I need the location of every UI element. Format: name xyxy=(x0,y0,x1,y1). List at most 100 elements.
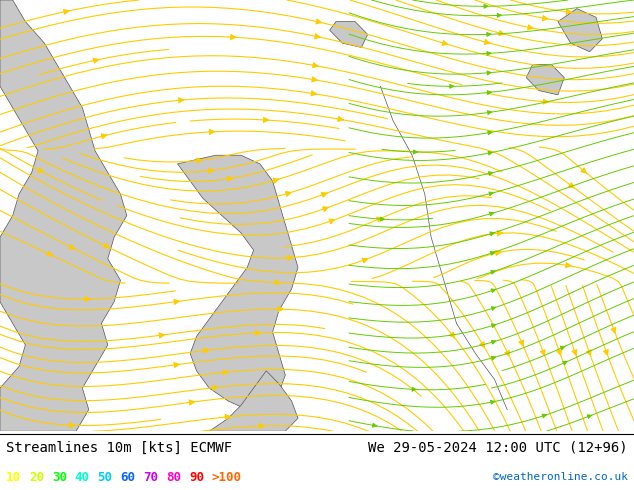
FancyArrowPatch shape xyxy=(159,333,164,338)
FancyArrowPatch shape xyxy=(519,340,524,346)
FancyArrowPatch shape xyxy=(499,30,504,35)
FancyArrowPatch shape xyxy=(488,131,492,135)
FancyArrowPatch shape xyxy=(223,370,228,375)
FancyArrowPatch shape xyxy=(581,168,587,173)
FancyArrowPatch shape xyxy=(586,350,591,355)
FancyArrowPatch shape xyxy=(450,84,454,88)
FancyArrowPatch shape xyxy=(273,178,279,183)
FancyArrowPatch shape xyxy=(542,414,547,418)
FancyArrowPatch shape xyxy=(488,111,491,115)
FancyArrowPatch shape xyxy=(491,356,496,360)
FancyArrowPatch shape xyxy=(314,34,320,39)
Polygon shape xyxy=(330,22,368,48)
Text: 90: 90 xyxy=(189,470,204,484)
FancyArrowPatch shape xyxy=(93,58,99,63)
Polygon shape xyxy=(558,9,602,52)
Polygon shape xyxy=(178,155,298,410)
FancyArrowPatch shape xyxy=(488,151,493,155)
FancyArrowPatch shape xyxy=(189,400,195,405)
FancyArrowPatch shape xyxy=(489,212,494,216)
FancyArrowPatch shape xyxy=(566,9,571,14)
FancyArrowPatch shape xyxy=(611,327,616,333)
FancyArrowPatch shape xyxy=(412,388,416,391)
FancyArrowPatch shape xyxy=(566,263,571,268)
FancyArrowPatch shape xyxy=(563,361,567,365)
FancyArrowPatch shape xyxy=(505,350,509,356)
FancyArrowPatch shape xyxy=(197,158,202,163)
FancyArrowPatch shape xyxy=(69,245,75,249)
FancyArrowPatch shape xyxy=(490,251,495,255)
FancyArrowPatch shape xyxy=(323,207,328,212)
FancyArrowPatch shape xyxy=(560,346,566,350)
FancyArrowPatch shape xyxy=(259,423,264,428)
FancyArrowPatch shape xyxy=(179,98,184,103)
FancyArrowPatch shape xyxy=(604,350,608,355)
FancyArrowPatch shape xyxy=(313,63,318,68)
FancyArrowPatch shape xyxy=(225,415,230,419)
FancyArrowPatch shape xyxy=(278,307,283,312)
FancyArrowPatch shape xyxy=(209,129,214,134)
FancyArrowPatch shape xyxy=(275,280,280,285)
FancyArrowPatch shape xyxy=(204,348,209,353)
FancyArrowPatch shape xyxy=(373,423,377,427)
FancyArrowPatch shape xyxy=(231,34,236,40)
Text: 40: 40 xyxy=(75,470,90,484)
FancyArrowPatch shape xyxy=(487,51,491,55)
FancyArrowPatch shape xyxy=(85,296,90,302)
FancyArrowPatch shape xyxy=(316,19,321,24)
FancyArrowPatch shape xyxy=(491,400,495,404)
Text: >100: >100 xyxy=(212,470,242,484)
FancyArrowPatch shape xyxy=(490,232,494,236)
FancyArrowPatch shape xyxy=(287,255,293,261)
FancyArrowPatch shape xyxy=(377,217,382,222)
FancyArrowPatch shape xyxy=(70,423,75,428)
FancyArrowPatch shape xyxy=(480,342,484,347)
FancyArrowPatch shape xyxy=(495,250,501,255)
Text: 20: 20 xyxy=(29,470,44,484)
Text: 10: 10 xyxy=(6,470,22,484)
FancyArrowPatch shape xyxy=(208,169,214,173)
FancyArrowPatch shape xyxy=(256,330,261,335)
FancyArrowPatch shape xyxy=(491,324,496,328)
FancyArrowPatch shape xyxy=(37,168,44,172)
FancyArrowPatch shape xyxy=(491,270,495,274)
Text: Streamlines 10m [kts] ECMWF: Streamlines 10m [kts] ECMWF xyxy=(6,441,233,455)
FancyArrowPatch shape xyxy=(484,40,490,45)
Text: ©weatheronline.co.uk: ©weatheronline.co.uk xyxy=(493,472,628,482)
FancyArrowPatch shape xyxy=(264,117,269,122)
FancyArrowPatch shape xyxy=(497,13,501,17)
FancyArrowPatch shape xyxy=(311,91,316,96)
FancyArrowPatch shape xyxy=(587,415,592,418)
FancyArrowPatch shape xyxy=(527,25,533,30)
FancyArrowPatch shape xyxy=(491,307,496,310)
FancyArrowPatch shape xyxy=(489,172,493,175)
FancyArrowPatch shape xyxy=(487,32,491,36)
FancyArrowPatch shape xyxy=(442,41,448,46)
FancyArrowPatch shape xyxy=(329,219,335,224)
Text: 50: 50 xyxy=(98,470,113,484)
FancyArrowPatch shape xyxy=(101,134,107,139)
FancyArrowPatch shape xyxy=(285,192,291,196)
Text: 70: 70 xyxy=(143,470,158,484)
FancyArrowPatch shape xyxy=(174,363,179,368)
Polygon shape xyxy=(526,65,564,95)
FancyArrowPatch shape xyxy=(63,9,69,14)
Polygon shape xyxy=(0,0,127,431)
FancyArrowPatch shape xyxy=(491,289,495,293)
FancyArrowPatch shape xyxy=(569,183,574,188)
Text: 30: 30 xyxy=(52,470,67,484)
FancyArrowPatch shape xyxy=(212,385,217,390)
FancyArrowPatch shape xyxy=(487,71,491,75)
FancyArrowPatch shape xyxy=(338,117,343,122)
FancyArrowPatch shape xyxy=(487,91,491,95)
FancyArrowPatch shape xyxy=(489,192,493,196)
Text: 80: 80 xyxy=(166,470,181,484)
FancyArrowPatch shape xyxy=(228,176,233,181)
FancyArrowPatch shape xyxy=(321,193,327,197)
FancyArrowPatch shape xyxy=(491,341,496,344)
FancyArrowPatch shape xyxy=(543,16,548,21)
FancyArrowPatch shape xyxy=(540,350,545,355)
FancyArrowPatch shape xyxy=(413,150,417,154)
FancyArrowPatch shape xyxy=(174,299,179,304)
FancyArrowPatch shape xyxy=(557,349,561,355)
